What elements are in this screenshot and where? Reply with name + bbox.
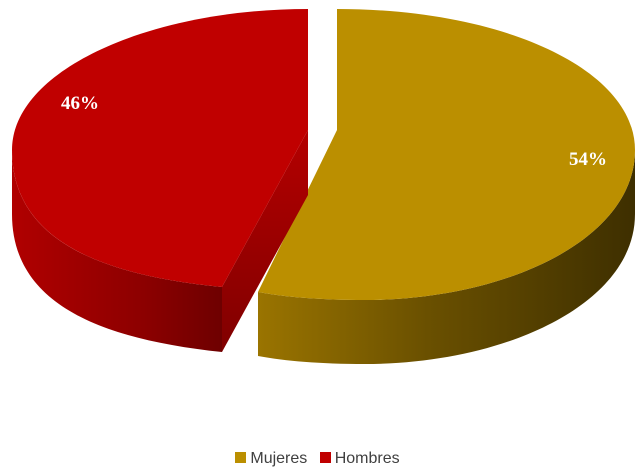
slice-hombres <box>12 9 308 352</box>
legend-swatch-hombres <box>319 452 331 463</box>
legend-item-mujeres: Mujeres <box>235 450 307 468</box>
legend-label-hombres: Hombres <box>334 450 400 467</box>
slice-hombres-top <box>12 9 308 287</box>
slice-hombres-side <box>12 150 222 352</box>
slice-mujeres <box>258 9 635 364</box>
legend-swatch-mujeres <box>235 452 247 463</box>
data-label-mujeres: 54% <box>569 149 607 170</box>
legend-item-hombres: Hombres <box>319 450 400 468</box>
chart-legend: Mujeres Hombres <box>0 450 635 468</box>
legend-label-mujeres: Mujeres <box>250 450 308 467</box>
data-label-hombres: 46% <box>61 93 99 114</box>
slice-hombres-cut-face <box>222 130 308 352</box>
slice-mujeres-top <box>258 9 635 300</box>
slice-mujeres-side <box>258 150 635 364</box>
